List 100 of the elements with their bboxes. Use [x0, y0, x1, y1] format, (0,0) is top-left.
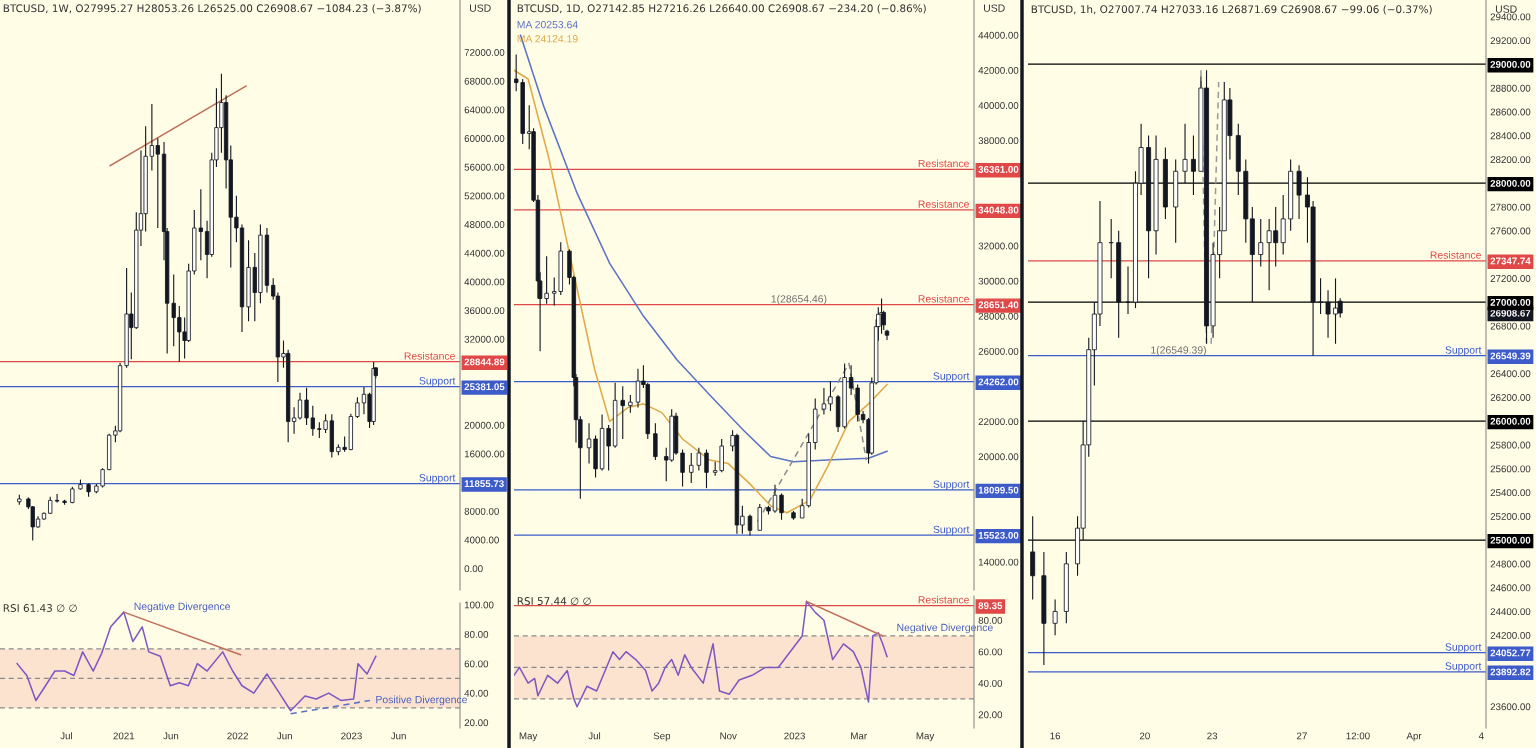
y-tick-label: 24600.00 [1490, 584, 1531, 592]
y-tick-label: 34048.80 [978, 206, 1019, 214]
y-tick-label: 56000.00 [464, 163, 505, 171]
y-tick-label: 25381.05 [464, 383, 505, 391]
y-tick-label: 27000.00 [1490, 298, 1531, 306]
candlestick [1280, 194, 1286, 256]
y-tick-label: 27200.00 [1490, 275, 1531, 282]
y-tick-label: 28000.00 [978, 312, 1019, 320]
y-tick-label: 27600.00 [1490, 227, 1531, 235]
y-axis-title: USD [1495, 5, 1517, 13]
y-tick-label: 16000.00 [464, 450, 505, 458]
y-tick-label: 68000.00 [464, 77, 505, 85]
y-tick-label: 29200.00 [1490, 37, 1531, 45]
x-tick-label: Nov [720, 732, 737, 740]
x-tick-label: Jun [277, 732, 292, 740]
y-tick-label: 60000.00 [464, 135, 505, 142]
candlestick [680, 448, 685, 487]
y-tick-label: 24052.77 [1490, 649, 1531, 657]
y-tick-label: 15523.00 [978, 531, 1019, 539]
x-tick-label: Jul [588, 732, 601, 740]
ref-line-label: Resistance [918, 200, 969, 208]
line-series [514, 69, 888, 514]
candlestick [1258, 218, 1264, 268]
x-tick-label: Mar [851, 732, 867, 740]
y-tick-label: 29400.00 [1490, 13, 1531, 21]
annotation: Negative Divergence [134, 602, 231, 613]
y-tick-label: 23600.00 [1490, 703, 1531, 711]
y-tick-label: 4000.00 [464, 536, 499, 544]
ref-line-label: Resistance [1430, 251, 1481, 259]
candlestick [821, 387, 827, 415]
y-tick-label: 28200.00 [1490, 156, 1531, 164]
candlestick [772, 484, 778, 514]
candlestick [54, 493, 60, 504]
candlestick [1325, 289, 1331, 339]
chart-title: BTCUSD, 1W, O27995.27 H28053.26 L26525.00 C26908.67 −1084.23 (−3.87%) [3, 4, 421, 14]
y-tick-label: 8000.00 [464, 507, 499, 515]
y-tick-label: 20000.00 [464, 421, 505, 429]
y-tick-label: 25200.00 [1490, 513, 1531, 520]
candlestick [696, 447, 702, 472]
y-tick-label: 25000.00 [1490, 536, 1531, 544]
y-tick-label: 48000.00 [464, 221, 505, 228]
candlestick [586, 422, 592, 465]
ref-line-label: Support [1445, 662, 1482, 672]
y-tick-label: 28844.89 [464, 358, 505, 366]
y-tick-label: 20.00 [978, 711, 1003, 719]
candlestick [1030, 515, 1036, 601]
y-tick-label: 26000.00 [978, 347, 1019, 355]
x-tick-label: 23 [1207, 732, 1218, 740]
y-tick-label: 52000.00 [464, 192, 505, 200]
x-tick-label: 2021 [113, 732, 135, 740]
y-tick-label: 28400.00 [1490, 132, 1531, 140]
ref-line-label: Support [1445, 643, 1482, 653]
y-tick-label: 40.00 [464, 689, 489, 697]
line-series [16, 611, 377, 712]
y-tick-label: 29000.00 [1490, 60, 1531, 68]
y-axis-title: USD [984, 4, 1005, 12]
y-tick-label: 80.00 [464, 630, 489, 638]
candlestick [1318, 277, 1324, 315]
y-tick-label: 80.00 [978, 616, 1003, 624]
y-tick-label: 89.35 [978, 602, 1003, 610]
y-tick-label: 26549.39 [1490, 352, 1531, 360]
chart-title: RSI 61.43 ∅ ∅ [3, 604, 77, 612]
candlestick [355, 396, 360, 419]
chart-title: RSI 57.44 ∅ ∅ [517, 597, 591, 605]
candlestick [757, 503, 762, 531]
y-tick-label: 27800.00 [1490, 203, 1531, 211]
y-tick-label: 11855.73 [464, 480, 504, 488]
annotation: Positive Divergence [376, 695, 468, 706]
y-tick-label: 25800.00 [1490, 441, 1531, 449]
y-tick-label: 28651.40 [978, 301, 1019, 309]
y-tick-label: 25600.00 [1490, 465, 1531, 473]
candlestick [689, 452, 694, 484]
line-series [519, 34, 888, 463]
y-tick-label: 32000.00 [978, 242, 1019, 250]
x-tick-label: 2023 [784, 732, 805, 740]
candlestick [1125, 265, 1131, 315]
candlestick [747, 513, 753, 537]
y-tick-label: 20000.00 [978, 453, 1019, 461]
y-tick-label: 28000.00 [1490, 179, 1531, 187]
x-tick-label: Jun [163, 732, 179, 740]
ref-line-label: Resistance [918, 294, 969, 303]
y-tick-label: 25400.00 [1490, 489, 1531, 497]
ref-line-label: Resistance [918, 595, 969, 604]
chart-title: BTCUSD, 1h, O27007.74 H27033.16 L26871.69 C26908.67 −99.06 (−0.37%) [1031, 5, 1432, 15]
candlestick [1052, 598, 1058, 636]
y-tick-label: 26800.00 [1490, 322, 1531, 330]
candlestick [704, 448, 709, 489]
y-tick-label: 0.00 [464, 565, 483, 573]
annotation: 1(28654.46) [771, 294, 827, 305]
y-tick-label: 44000.00 [978, 31, 1019, 39]
chart-title: BTCUSD, 1D, O27142.85 H27216.26 L26640.00 C26908.67 −234.20 (−0.86%) [517, 4, 926, 14]
x-tick-label: 20 [1139, 732, 1150, 740]
ref-line-label: Support [933, 372, 970, 382]
ref-line-label: Resistance [918, 159, 969, 168]
candlestick [1296, 164, 1302, 220]
x-tick-label: May [519, 732, 538, 742]
x-tick-label: 2022 [227, 732, 248, 740]
y-tick-label: 36361.00 [978, 165, 1019, 173]
y-tick-label: 38000.00 [978, 137, 1019, 145]
ref-line-label: Support [933, 525, 970, 536]
